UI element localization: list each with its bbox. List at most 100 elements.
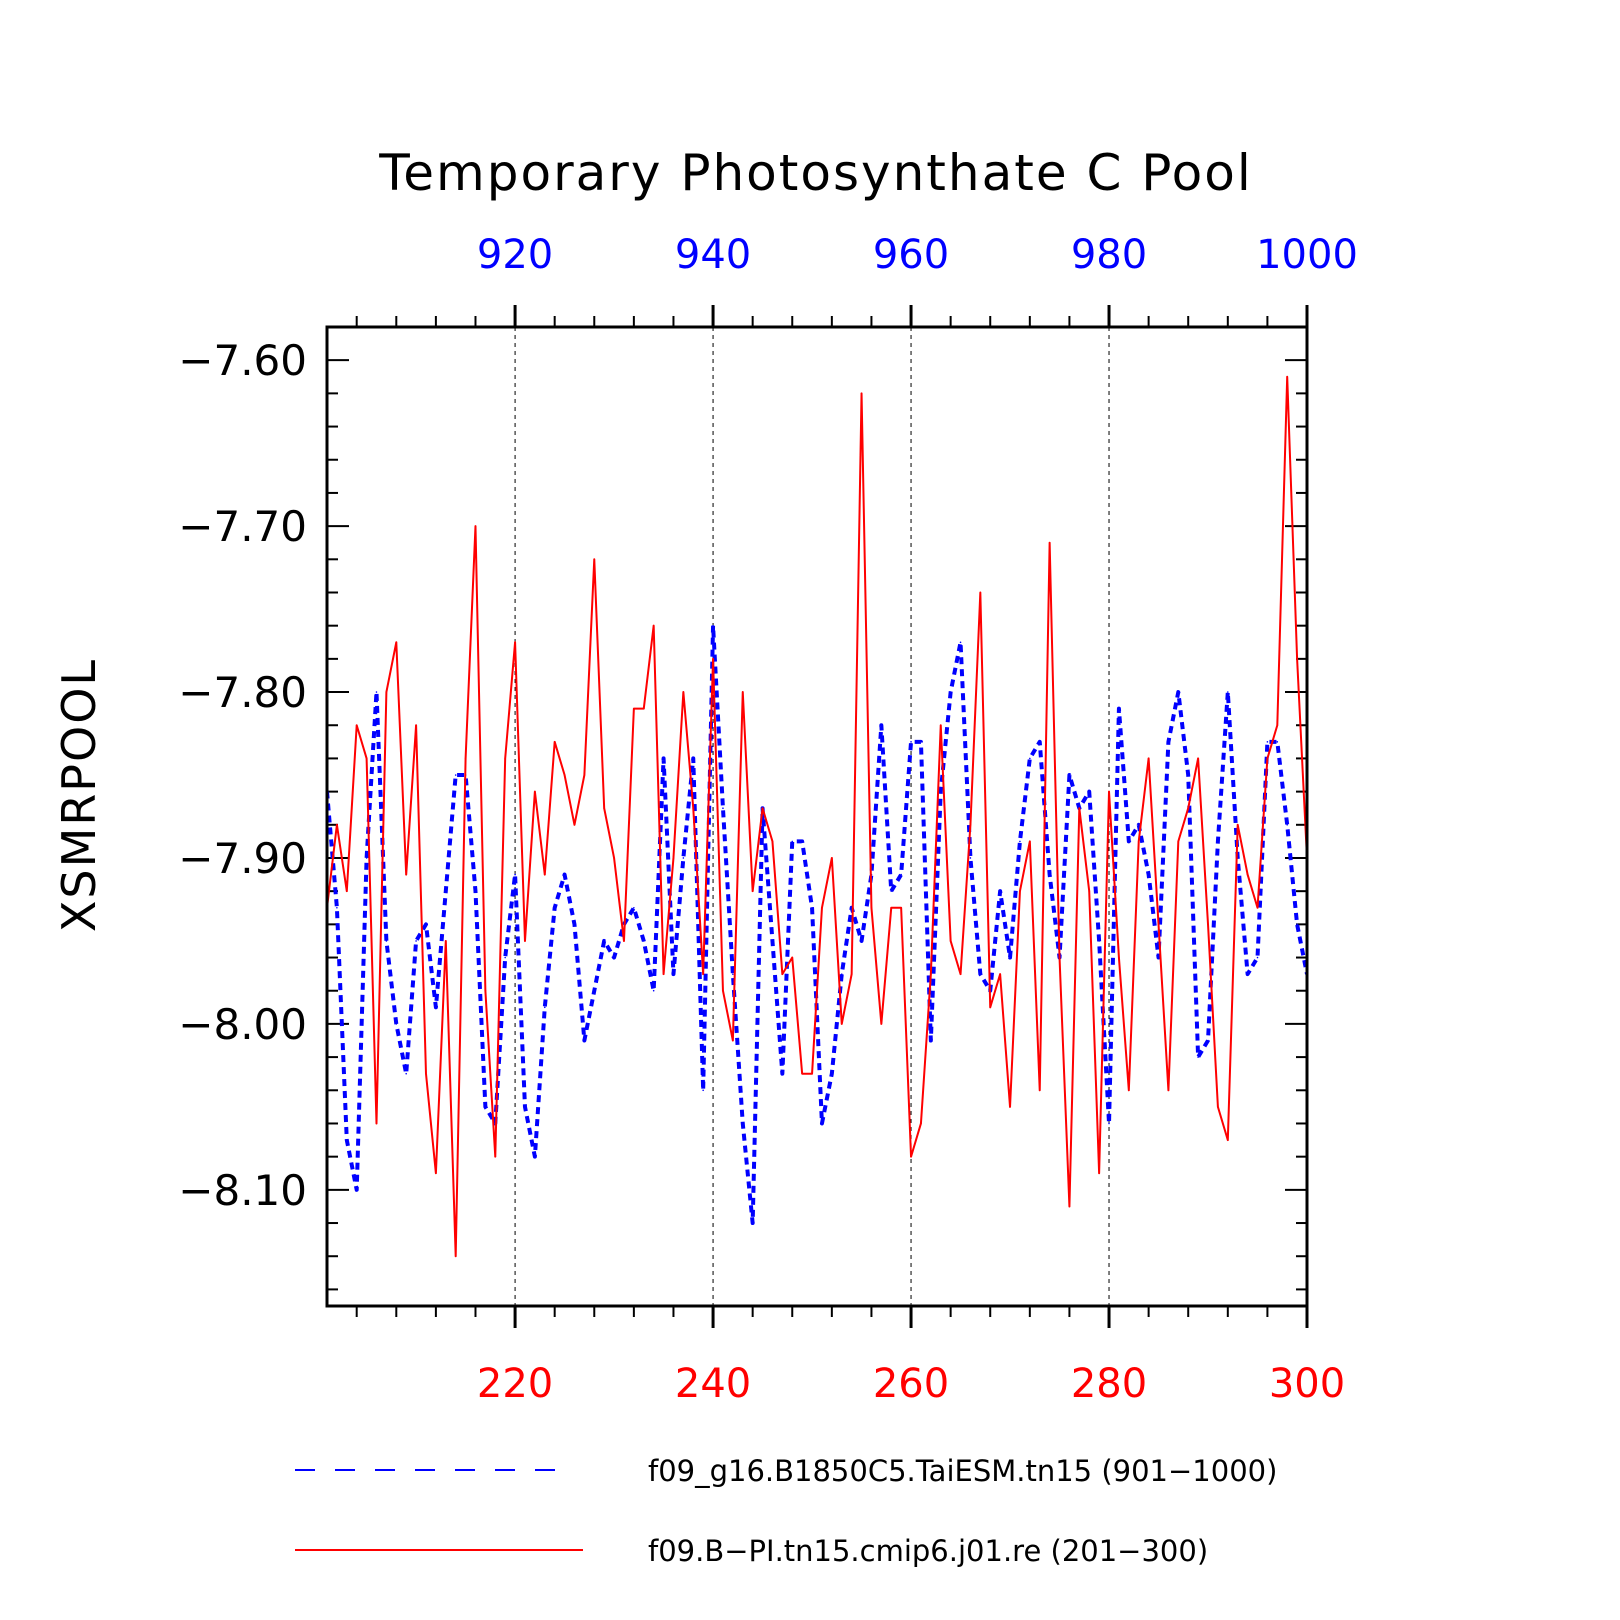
data-point-red bbox=[920, 1122, 922, 1125]
data-point-red bbox=[633, 707, 635, 710]
top-tick-label: 980 bbox=[1071, 232, 1147, 278]
data-point-red bbox=[543, 873, 546, 876]
data-point-red bbox=[1137, 840, 1140, 843]
data-point-blue bbox=[930, 1039, 932, 1042]
data-point-red bbox=[811, 1072, 813, 1075]
data-point-red bbox=[652, 624, 655, 627]
data-point-blue bbox=[1256, 956, 1259, 959]
data-point-blue bbox=[1108, 1122, 1110, 1125]
data-point-red bbox=[1088, 890, 1091, 892]
top-tick-label: 1000 bbox=[1256, 232, 1358, 278]
bottom-tick-label: 280 bbox=[1071, 1361, 1147, 1407]
data-point-blue bbox=[781, 1072, 784, 1075]
data-point-blue bbox=[642, 940, 645, 942]
data-point-red bbox=[890, 906, 893, 909]
data-point-red bbox=[385, 691, 388, 693]
top-tick-label: 940 bbox=[675, 232, 751, 278]
data-point-red bbox=[1197, 757, 1199, 760]
data-point-blue bbox=[603, 940, 605, 942]
data-point-red bbox=[900, 906, 902, 909]
bottom-x-axis: 220 240 260 280 300 bbox=[355, 1306, 1345, 1407]
data-point-red bbox=[1227, 1139, 1229, 1141]
data-point-blue bbox=[336, 906, 338, 909]
top-x-axis: 920 940 960 980 1000 bbox=[355, 232, 1358, 327]
data-point-blue bbox=[1276, 741, 1279, 743]
data-point-blue bbox=[949, 691, 952, 693]
data-point-blue bbox=[880, 724, 883, 727]
data-point-blue bbox=[355, 1189, 358, 1191]
data-point-red bbox=[603, 807, 605, 809]
data-point-blue bbox=[1217, 840, 1219, 843]
data-point-blue bbox=[831, 1072, 833, 1075]
data-point-red bbox=[999, 973, 1001, 975]
data-point-red bbox=[880, 1023, 883, 1025]
data-point-red bbox=[1029, 840, 1031, 843]
data-point-blue bbox=[890, 890, 893, 892]
y-tick-label: −8.10 bbox=[178, 1166, 307, 1215]
data-point-red bbox=[1236, 824, 1239, 826]
data-point-red bbox=[435, 1172, 437, 1175]
data-point-red bbox=[563, 774, 566, 776]
data-point-red bbox=[1108, 790, 1110, 793]
data-point-blue bbox=[722, 807, 724, 809]
data-point-red bbox=[405, 873, 407, 876]
bottom-tick-label: 300 bbox=[1269, 1361, 1345, 1407]
data-point-red bbox=[910, 1155, 912, 1158]
data-point-blue bbox=[1088, 790, 1091, 793]
data-point-blue bbox=[1128, 840, 1130, 843]
data-point-red bbox=[1098, 1172, 1100, 1175]
data-point-red bbox=[1048, 541, 1051, 544]
data-point-red bbox=[494, 1155, 497, 1158]
data-point-red bbox=[1177, 840, 1180, 843]
series-line-red bbox=[327, 375, 1307, 1258]
data-point-blue bbox=[959, 641, 962, 644]
data-point-blue bbox=[346, 1139, 348, 1141]
data-point-blue bbox=[939, 790, 942, 793]
data-point-blue bbox=[425, 923, 427, 926]
data-point-red bbox=[464, 757, 467, 760]
data-point-red bbox=[732, 1039, 734, 1042]
data-point-blue bbox=[385, 940, 388, 942]
data-point-red bbox=[1019, 890, 1021, 892]
data-point-blue bbox=[1118, 707, 1120, 710]
data-point-red bbox=[642, 707, 645, 710]
data-point-red bbox=[692, 807, 695, 809]
data-point-red bbox=[702, 973, 704, 975]
data-point-blue bbox=[672, 973, 675, 975]
top-tick-label: 960 bbox=[873, 232, 949, 278]
data-point-red bbox=[821, 906, 823, 909]
data-point-red bbox=[682, 691, 685, 693]
data-point-blue bbox=[652, 989, 655, 992]
data-point-red bbox=[1187, 807, 1190, 809]
series-line-blue bbox=[327, 623, 1307, 1226]
data-point-blue bbox=[593, 989, 596, 992]
data-point-blue bbox=[524, 1106, 526, 1108]
data-point-red bbox=[801, 1072, 803, 1075]
data-point-blue bbox=[840, 973, 843, 975]
data-point-blue bbox=[920, 741, 922, 743]
data-point-blue bbox=[791, 840, 794, 843]
data-point-red bbox=[979, 591, 982, 594]
data-point-blue bbox=[543, 1006, 546, 1009]
data-point-blue bbox=[435, 1006, 437, 1009]
data-point-red bbox=[484, 989, 487, 992]
data-point-red bbox=[969, 824, 972, 826]
data-point-red bbox=[662, 973, 665, 975]
data-point-blue bbox=[821, 1122, 823, 1125]
legend-label-blue: f09_g16.B1850C5.TaiESM.tn15 (901−1000) bbox=[648, 1454, 1277, 1488]
data-point-red bbox=[425, 1072, 427, 1075]
chart-title: Temporary Photosynthate C Pool bbox=[378, 144, 1252, 202]
bottom-tick-label: 260 bbox=[873, 1361, 949, 1407]
data-point-blue bbox=[504, 956, 506, 959]
data-point-red bbox=[781, 973, 784, 975]
data-point-blue bbox=[900, 873, 902, 876]
data-point-red bbox=[474, 525, 477, 527]
data-point-red bbox=[722, 989, 724, 992]
data-point-red bbox=[930, 973, 932, 975]
data-point-red bbox=[1068, 1205, 1071, 1208]
data-point-red bbox=[593, 558, 596, 561]
data-point-red bbox=[1147, 757, 1150, 760]
bottom-tick-label: 240 bbox=[675, 1361, 751, 1407]
data-point-red bbox=[415, 724, 417, 727]
